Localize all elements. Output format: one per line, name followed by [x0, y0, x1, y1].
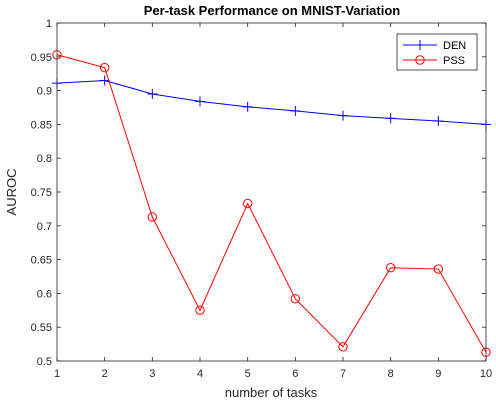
x-tick-label: 1	[54, 368, 60, 380]
x-tick-label: 5	[245, 368, 251, 380]
series-line-den	[56, 79, 487, 125]
y-tick-label: 0.65	[31, 255, 52, 267]
data-point-den	[195, 96, 205, 107]
data-point-den	[99, 75, 110, 86]
plot-area	[57, 23, 486, 361]
data-point-pss	[195, 305, 205, 315]
legend-entry-pss: PSS	[403, 55, 465, 67]
legend-entry-den: DEN	[403, 40, 466, 52]
y-tick-label: 0.8	[37, 153, 52, 165]
x-tick-label: 10	[480, 368, 492, 380]
chart-title: Per-task Performance on MNIST-Variation	[144, 3, 401, 18]
legend-marker	[415, 55, 425, 65]
y-tick-label: 1	[46, 18, 52, 30]
y-tick-label: 0.9	[37, 86, 52, 98]
data-point-pss	[290, 294, 301, 304]
series-layer	[52, 50, 491, 357]
y-axis-label: AUROC	[4, 169, 19, 216]
data-point-pss	[147, 212, 158, 222]
x-tick-label: 7	[340, 368, 346, 380]
y-tick-label: 0.85	[31, 119, 52, 131]
series-pss	[52, 50, 491, 357]
legend-label: PSS	[443, 55, 465, 67]
x-tick-label: 4	[197, 368, 203, 380]
series-line-pss	[56, 54, 487, 353]
y-tick-label: 0.6	[37, 288, 52, 300]
data-point-pss	[99, 62, 110, 73]
y-tick-label: 0.95	[31, 52, 52, 64]
data-point-den	[385, 113, 396, 124]
data-point-den	[338, 110, 348, 121]
y-tick-label: 0.7	[37, 221, 52, 233]
x-tick-label: 2	[102, 368, 108, 380]
y-tick-label: 0.5	[37, 356, 52, 368]
data-point-den	[242, 101, 253, 112]
data-point-pss	[242, 198, 253, 209]
y-tick-label: 0.75	[31, 187, 52, 199]
x-axis-label: number of tasks	[225, 385, 318, 400]
legend-label: DEN	[443, 40, 466, 52]
data-point-pss	[433, 264, 444, 274]
x-tick-label: 6	[292, 368, 298, 380]
y-tick-label: 0.55	[31, 322, 52, 334]
x-tick-label: 3	[149, 368, 155, 380]
legend: DEN PSS	[396, 33, 478, 71]
data-point-den	[290, 105, 301, 116]
data-point-pss	[338, 342, 348, 352]
legend-box	[396, 33, 478, 71]
data-point-den	[147, 88, 158, 99]
x-tick-label: 9	[435, 368, 441, 380]
legend-marker	[415, 40, 425, 50]
data-point-den	[433, 116, 444, 127]
plot-frame	[56, 22, 487, 362]
x-tick-label: 8	[388, 368, 394, 380]
data-point-pss	[385, 263, 396, 273]
